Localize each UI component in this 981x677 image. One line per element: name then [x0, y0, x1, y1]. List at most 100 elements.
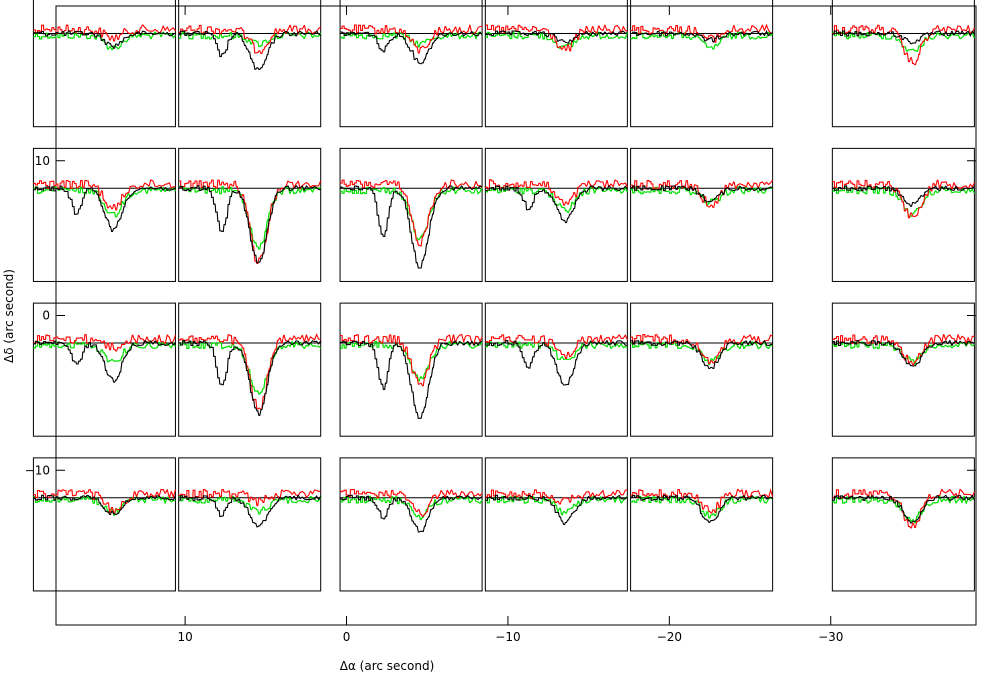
x-tick-label: −30: [818, 630, 843, 644]
spectrum-panel: [178, 457, 322, 592]
spectrum-black-trace: [178, 340, 322, 416]
spectrum-red-trace: [630, 179, 774, 208]
spectra-panels: [32, 0, 975, 592]
spectrum-red-trace: [485, 24, 628, 52]
spectrum-panel: [630, 302, 774, 437]
spectrum-black-trace: [33, 30, 176, 49]
panel-frame: [630, 302, 774, 437]
spectrum-panel: [339, 0, 483, 128]
spectrum-green-trace: [485, 31, 628, 49]
spectrum-green-trace: [340, 341, 483, 382]
panel-frame: [831, 147, 975, 282]
panel-frame: [831, 457, 975, 592]
spectrum-black-trace: [630, 494, 773, 523]
spectrum-red-trace: [33, 179, 176, 211]
spectrum-red-trace: [485, 179, 628, 206]
spectrum-red-trace: [340, 24, 483, 54]
spectrum-red-trace: [630, 488, 774, 514]
spectrum-black-trace: [630, 29, 773, 43]
spectrum-black-trace: [178, 494, 322, 528]
spectrum-black-trace: [832, 340, 975, 367]
spectrum-green-trace: [178, 186, 322, 250]
spectrum-black-trace: [340, 185, 483, 269]
spectrum-red-trace: [340, 488, 483, 517]
spectrum-black-trace: [33, 494, 176, 515]
spectrum-panel: [32, 147, 176, 282]
spectrum-green-trace: [340, 31, 483, 48]
panel-frame: [178, 147, 322, 282]
spectrum-black-trace: [340, 494, 483, 533]
panel-frame: [630, 457, 774, 592]
panel-frame: [484, 0, 628, 128]
spectrum-panel: [32, 302, 176, 437]
panel-frame: [831, 302, 975, 437]
spectrum-green-trace: [33, 186, 176, 218]
panel-frame: [32, 457, 176, 592]
spectrum-panel: [339, 302, 483, 437]
spectrum-panel: [630, 457, 774, 592]
spectrum-panel: [484, 0, 628, 128]
spectrum-panel: [484, 457, 628, 592]
spectrum-panel: [339, 457, 483, 592]
spectrum-green-trace: [33, 341, 176, 363]
panel-frame: [32, 0, 176, 128]
y-tick-label: 0: [42, 309, 50, 323]
spectrum-black-trace: [630, 340, 773, 370]
spectrum-panel: [178, 147, 322, 282]
panel-frame: [630, 147, 774, 282]
spectrum-red-trace: [178, 333, 321, 411]
spectrum-green-trace: [178, 495, 322, 515]
panel-frame: [484, 147, 628, 282]
x-tick-label: −10: [495, 630, 520, 644]
x-tick-label: 10: [177, 630, 192, 644]
axis-ticks: 10 0 −10 −20 −30 10 0 −10: [25, 6, 976, 644]
spectrum-black-trace: [832, 30, 975, 45]
spectrum-red-trace: [340, 179, 483, 247]
panel-frame: [831, 0, 975, 128]
spectrum-red-trace: [832, 334, 975, 366]
spectrum-black-trace: [340, 31, 483, 65]
spectrum-green-trace: [485, 186, 628, 213]
y-tick-label: 10: [35, 154, 50, 168]
spectrum-green-trace: [33, 31, 176, 51]
spectrum-black-trace: [33, 340, 176, 383]
panel-frame: [178, 302, 322, 437]
spectrum-black-trace: [485, 185, 628, 224]
y-axis-label: Δδ (arc second): [2, 269, 16, 363]
spectrum-green-trace: [485, 341, 628, 360]
plot-frame: [55, 5, 977, 626]
panel-frame: [339, 302, 483, 437]
panel-frame: [484, 302, 628, 437]
spectrum-red-trace: [33, 24, 176, 42]
spectrum-green-trace: [485, 495, 628, 516]
panel-frame: [32, 147, 176, 282]
spectrum-black-trace: [832, 185, 975, 207]
spectrum-panel: [32, 0, 176, 128]
spectrum-panel: [630, 147, 774, 282]
spectrum-panel: [831, 302, 975, 437]
spectrum-black-trace: [33, 185, 176, 233]
spectrum-green-trace: [832, 495, 975, 524]
spectrum-panel: [178, 302, 322, 437]
spectrum-panel: [32, 457, 176, 592]
spectrum-black-trace: [485, 340, 628, 386]
spectrum-green-trace: [832, 341, 975, 365]
panel-frame: [178, 0, 322, 128]
spectrum-red-trace: [832, 24, 975, 66]
spectrum-black-trace: [178, 30, 322, 70]
spectrum-black-trace: [630, 185, 773, 203]
y-tick-label: −10: [25, 463, 50, 477]
spectrum-red-trace: [630, 334, 773, 365]
spectrum-red-trace: [832, 488, 975, 529]
spectrum-black-trace: [340, 340, 483, 419]
spectrum-black-trace: [178, 185, 321, 264]
spectrum-panel: [484, 147, 628, 282]
spectrum-panel: [339, 147, 483, 282]
spectrum-black-trace: [485, 30, 628, 44]
panel-frame: [339, 457, 483, 592]
spectrum-panel: [630, 0, 774, 128]
x-tick-label: 0: [343, 630, 351, 644]
panel-frame: [484, 457, 628, 592]
spectrum-red-trace: [178, 24, 322, 54]
panel-frame: [630, 0, 774, 128]
